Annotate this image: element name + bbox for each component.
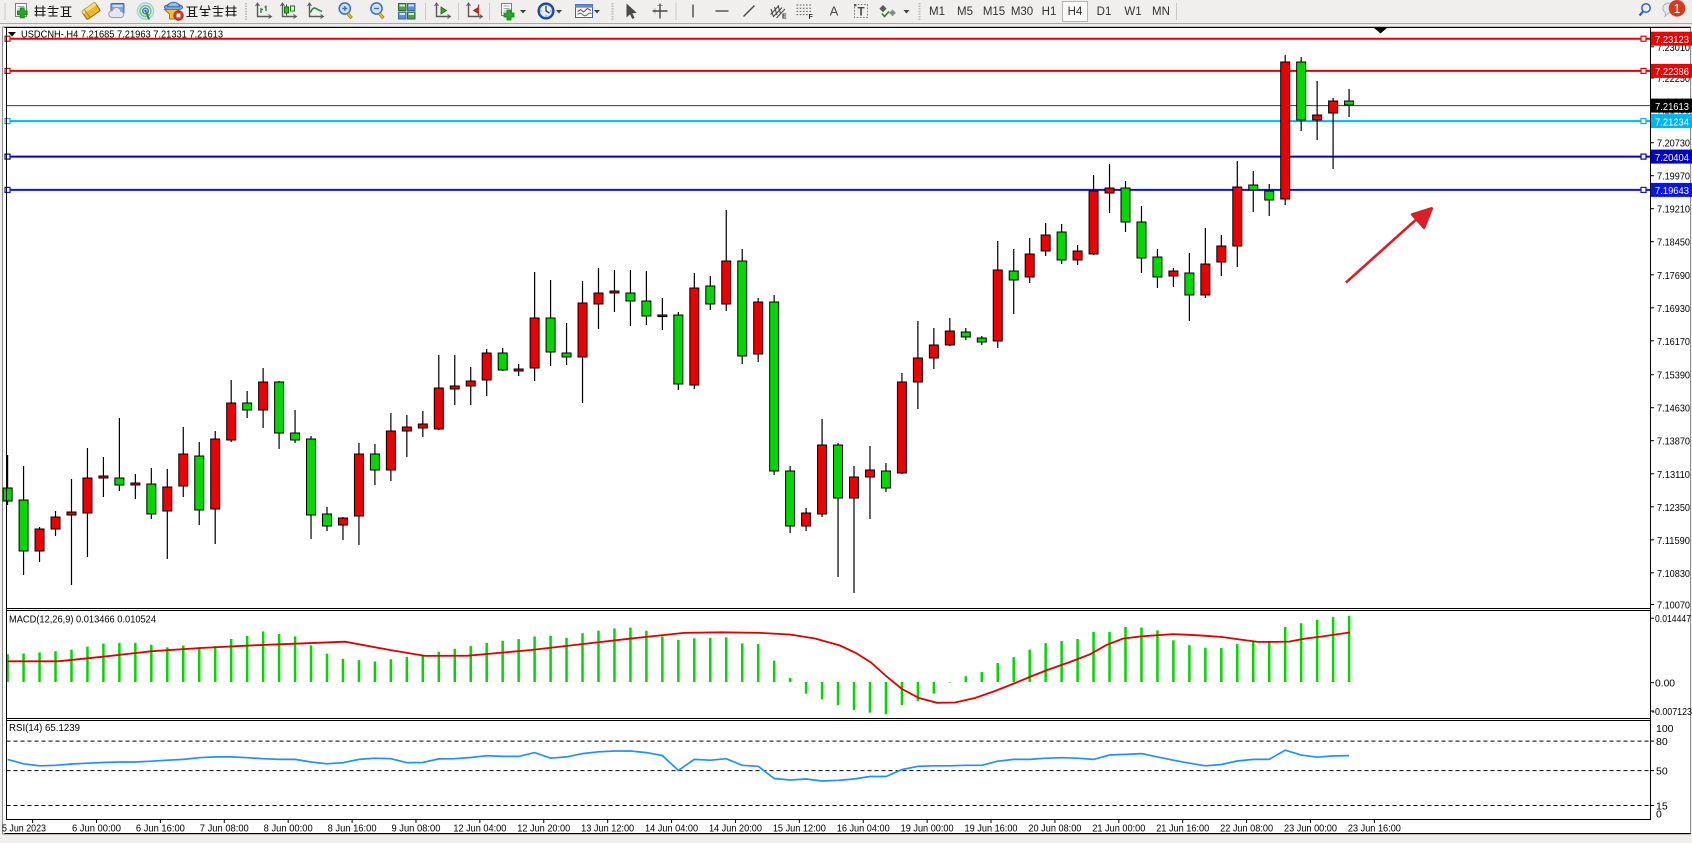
- svg-text:7.20730: 7.20730: [1657, 138, 1690, 150]
- svg-text:14 Jun 04:00: 14 Jun 04:00: [645, 823, 698, 835]
- svg-text:7.12350: 7.12350: [1657, 502, 1690, 514]
- svg-text:7.17690: 7.17690: [1657, 270, 1690, 282]
- svg-text:7.10070: 7.10070: [1657, 600, 1690, 612]
- svg-text:0.014447: 0.014447: [1655, 613, 1691, 625]
- svg-text:7.13110: 7.13110: [1657, 469, 1690, 481]
- svg-text:13 Jun 12:00: 13 Jun 12:00: [581, 823, 634, 835]
- svg-text:7.16170: 7.16170: [1657, 336, 1690, 348]
- svg-text:7.11590: 7.11590: [1657, 535, 1690, 547]
- svg-text:7.21613: 7.21613: [1655, 101, 1689, 113]
- svg-text:USDCNH-.H4 7.21685 7.21963 7.: USDCNH-.H4 7.21685 7.21963 7.21331 7.216…: [21, 29, 223, 41]
- svg-text:21 Jun 16:00: 21 Jun 16:00: [1156, 823, 1209, 835]
- svg-text:12 Jun 04:00: 12 Jun 04:00: [453, 823, 506, 835]
- svg-text:6 Jun 16:00: 6 Jun 16:00: [136, 823, 185, 835]
- svg-text:80: 80: [1656, 736, 1668, 748]
- svg-text:23 Jun 00:00: 23 Jun 00:00: [1284, 823, 1337, 835]
- svg-text:7.18450: 7.18450: [1657, 237, 1690, 249]
- svg-text:7.14630: 7.14630: [1657, 403, 1690, 415]
- svg-text:1: 1: [1674, 2, 1681, 16]
- svg-text:MACD(12,26,9) 0.013466 0.01052: MACD(12,26,9) 0.013466 0.010524: [9, 614, 156, 626]
- svg-text:7.19970: 7.19970: [1657, 171, 1690, 183]
- svg-text:7.13870: 7.13870: [1657, 436, 1690, 448]
- svg-text:16 Jun 04:00: 16 Jun 04:00: [837, 823, 890, 835]
- svg-text:M30: M30: [1011, 6, 1033, 18]
- svg-text:12 Jun 20:00: 12 Jun 20:00: [517, 823, 570, 835]
- svg-text:8 Jun 00:00: 8 Jun 00:00: [264, 823, 313, 835]
- svg-text:E: E: [782, 14, 787, 21]
- svg-text:0: 0: [1656, 808, 1662, 820]
- svg-text:7.16930: 7.16930: [1657, 303, 1690, 315]
- svg-text:19 Jun 16:00: 19 Jun 16:00: [965, 823, 1018, 835]
- svg-text:6 Jun 00:00: 6 Jun 00:00: [72, 823, 121, 835]
- svg-text:7.20404: 7.20404: [1655, 152, 1689, 164]
- svg-text:7.23123: 7.23123: [1655, 34, 1689, 46]
- svg-text:7.19643: 7.19643: [1655, 185, 1689, 197]
- svg-text:14 Jun 20:00: 14 Jun 20:00: [709, 823, 762, 835]
- svg-text:-0.007123: -0.007123: [1652, 706, 1692, 718]
- svg-text:M1: M1: [929, 6, 945, 18]
- svg-text:F: F: [809, 14, 814, 21]
- svg-text:D1: D1: [1097, 6, 1112, 18]
- svg-text:MN: MN: [1152, 6, 1170, 18]
- svg-text:H1: H1: [1042, 6, 1057, 18]
- svg-text:5 Jun 2023: 5 Jun 2023: [2, 823, 46, 835]
- svg-text:W1: W1: [1124, 6, 1141, 18]
- svg-text:T: T: [857, 7, 864, 19]
- svg-text:7.10830: 7.10830: [1657, 568, 1690, 580]
- svg-text:100: 100: [1656, 723, 1674, 735]
- svg-text:15: 15: [1656, 801, 1668, 813]
- svg-text:7.19210: 7.19210: [1657, 204, 1690, 216]
- svg-text:8 Jun 16:00: 8 Jun 16:00: [328, 823, 377, 835]
- svg-text:21 Jun 00:00: 21 Jun 00:00: [1092, 823, 1145, 835]
- svg-text:15 Jun 12:00: 15 Jun 12:00: [773, 823, 826, 835]
- svg-text:7 Jun 08:00: 7 Jun 08:00: [200, 823, 249, 835]
- svg-text:7.22386: 7.22386: [1655, 66, 1689, 78]
- svg-text:H4: H4: [1068, 6, 1083, 18]
- svg-text:22 Jun 08:00: 22 Jun 08:00: [1220, 823, 1273, 835]
- svg-text:RSI(14) 65.1239: RSI(14) 65.1239: [9, 722, 80, 734]
- svg-text:7.21234: 7.21234: [1655, 116, 1689, 128]
- svg-text:23 Jun 16:00: 23 Jun 16:00: [1348, 823, 1401, 835]
- svg-text:20 Jun 08:00: 20 Jun 08:00: [1028, 823, 1081, 835]
- svg-text:A: A: [830, 4, 839, 19]
- svg-text:9 Jun 08:00: 9 Jun 08:00: [391, 823, 440, 835]
- svg-text:M5: M5: [957, 6, 973, 18]
- svg-text:19 Jun 00:00: 19 Jun 00:00: [901, 823, 954, 835]
- svg-text:0.00: 0.00: [1655, 678, 1675, 690]
- svg-text:50: 50: [1656, 766, 1668, 778]
- svg-text:M15: M15: [983, 6, 1005, 18]
- svg-text:7.15390: 7.15390: [1657, 370, 1690, 382]
